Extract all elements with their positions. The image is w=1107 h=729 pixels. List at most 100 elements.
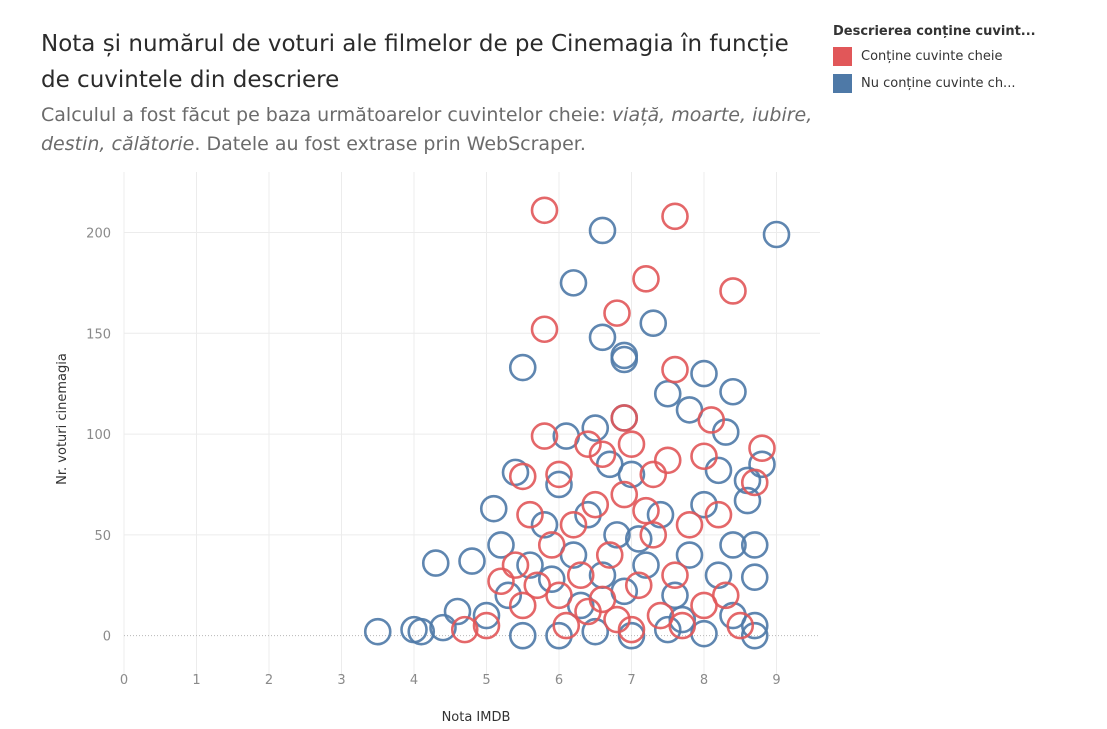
data-point[interactable] (523, 571, 552, 600)
data-point[interactable] (719, 377, 747, 406)
data-point[interactable] (545, 470, 573, 499)
data-point[interactable] (624, 571, 653, 600)
data-point[interactable] (726, 611, 755, 640)
data-point[interactable] (704, 456, 733, 485)
data-point[interactable] (740, 531, 769, 559)
data-point[interactable] (711, 581, 740, 610)
data-point[interactable] (617, 430, 646, 458)
data-point[interactable] (603, 521, 631, 549)
legend-item-without-keywords[interactable]: Nu conține cuvinte ch... (833, 70, 1103, 97)
data-point[interactable] (661, 561, 689, 590)
data-point[interactable] (675, 541, 704, 569)
data-point[interactable] (639, 460, 668, 489)
data-point[interactable] (748, 450, 776, 479)
data-point[interactable] (668, 611, 697, 640)
data-point[interactable] (508, 621, 537, 650)
data-point[interactable] (588, 216, 617, 245)
legend-title[interactable]: Descrierea conține cuvint... (833, 24, 1036, 39)
data-point[interactable] (581, 414, 610, 442)
data-point[interactable] (690, 490, 718, 519)
x-tick-label: 0 (120, 673, 128, 688)
data-point[interactable] (443, 597, 472, 626)
data-point[interactable] (458, 547, 486, 575)
data-point[interactable] (472, 611, 501, 640)
data-point[interactable] (537, 531, 566, 559)
data-point[interactable] (472, 601, 501, 630)
data-point[interactable] (697, 406, 726, 434)
data-point[interactable] (588, 440, 617, 469)
data-point[interactable] (508, 353, 537, 382)
data-point[interactable] (588, 323, 617, 352)
data-point[interactable] (653, 615, 682, 644)
data-point[interactable] (661, 202, 689, 231)
data-point[interactable] (407, 617, 436, 646)
data-point[interactable] (494, 581, 523, 610)
data-point[interactable] (603, 605, 631, 634)
data-point[interactable] (632, 496, 660, 525)
data-point[interactable] (581, 490, 610, 519)
data-point[interactable] (668, 605, 697, 634)
x-axis-title: Nota IMDB (442, 710, 511, 725)
data-point[interactable] (617, 615, 646, 644)
subtitle-suffix: . Datele au fost extrase prin WebScraper… (194, 133, 586, 155)
data-point[interactable] (537, 565, 566, 594)
data-point[interactable] (530, 315, 559, 344)
data-point[interactable] (595, 541, 624, 569)
data-point[interactable] (479, 494, 508, 523)
data-point[interactable] (740, 468, 769, 497)
data-point[interactable] (508, 591, 537, 620)
data-point[interactable] (421, 549, 450, 577)
data-point[interactable] (610, 404, 639, 432)
data-point[interactable] (501, 551, 530, 579)
data-point[interactable] (530, 422, 559, 450)
data-point[interactable] (559, 269, 588, 297)
data-point[interactable] (624, 525, 653, 553)
data-point[interactable] (653, 379, 682, 408)
data-point[interactable] (501, 458, 530, 487)
data-point[interactable] (559, 510, 588, 539)
data-point[interactable] (429, 613, 457, 642)
data-point[interactable] (603, 299, 631, 327)
data-point[interactable] (566, 561, 595, 590)
data-point[interactable] (675, 510, 704, 539)
data-point[interactable] (639, 309, 668, 338)
subtitle-keywords: viață, moarte, iubire, destin, călătorie (41, 104, 813, 155)
data-point[interactable] (719, 277, 747, 305)
data-points[interactable] (363, 196, 791, 650)
data-point[interactable] (617, 621, 646, 650)
data-point[interactable] (646, 500, 675, 529)
data-point[interactable] (581, 617, 610, 646)
data-point[interactable] (740, 563, 769, 592)
data-point[interactable] (632, 265, 660, 293)
data-point[interactable] (704, 500, 733, 529)
data-point[interactable] (516, 500, 544, 529)
data-point[interactable] (704, 561, 733, 590)
data-point[interactable] (530, 510, 559, 539)
data-point[interactable] (632, 551, 660, 579)
data-point[interactable] (552, 611, 581, 640)
data-point[interactable] (762, 220, 791, 249)
y-tick-label: 0 (103, 630, 111, 645)
data-point[interactable] (574, 430, 602, 458)
data-point[interactable] (530, 196, 559, 225)
data-point[interactable] (545, 460, 573, 489)
data-point[interactable] (690, 442, 718, 471)
data-point[interactable] (487, 531, 515, 559)
legend-item-with-keywords[interactable]: Conține cuvinte cheie (833, 43, 1103, 70)
data-point[interactable] (516, 551, 544, 579)
data-point[interactable] (653, 446, 682, 475)
y-tick-label: 50 (94, 529, 111, 544)
data-point[interactable] (661, 355, 689, 384)
data-point[interactable] (690, 359, 718, 388)
data-point[interactable] (719, 531, 747, 559)
data-point[interactable] (740, 621, 769, 650)
data-point[interactable] (588, 585, 617, 614)
data-point[interactable] (508, 462, 537, 491)
data-point[interactable] (610, 480, 639, 509)
data-point[interactable] (450, 615, 479, 644)
data-point[interactable] (487, 567, 515, 596)
data-point[interactable] (733, 486, 762, 515)
data-point[interactable] (363, 617, 392, 646)
data-point[interactable] (748, 434, 776, 462)
data-point[interactable] (610, 345, 639, 374)
